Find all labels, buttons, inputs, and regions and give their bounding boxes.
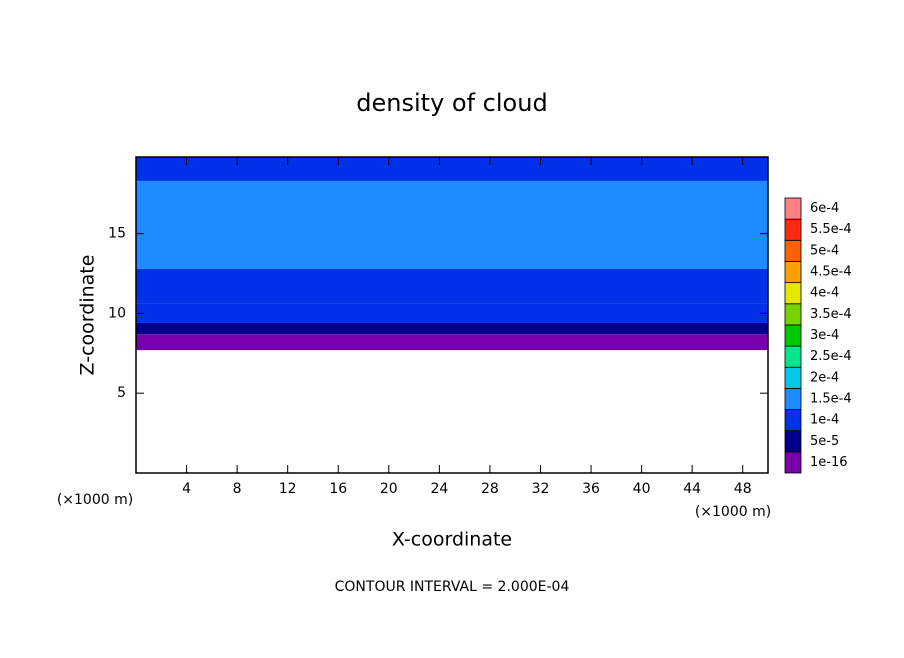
contour-band xyxy=(136,303,768,323)
colorbar-label: 2e-4 xyxy=(810,370,839,385)
colorbar-box xyxy=(784,366,802,389)
y-axis-label: Z-coordinate xyxy=(77,255,99,376)
colorbar-label: 1e-4 xyxy=(810,413,839,428)
colorbar-label: 4.5e-4 xyxy=(810,265,852,280)
x-tick-label: 44 xyxy=(683,481,701,497)
colorbar-label: 4e-4 xyxy=(810,286,839,301)
x-tick-label: 12 xyxy=(279,481,297,497)
x-tick-label: 4 xyxy=(182,481,191,497)
colorbar-box xyxy=(784,261,802,284)
x-tick-label: 32 xyxy=(532,481,550,497)
x-tick-label: 40 xyxy=(633,481,651,497)
colorbar-label: 5e-5 xyxy=(810,434,839,449)
colorbar-box xyxy=(784,409,802,432)
colorbar-box xyxy=(784,324,802,347)
contour-band xyxy=(136,322,768,335)
y-unit: (×1000 m) xyxy=(57,492,133,508)
x-tick-label: 20 xyxy=(380,481,398,497)
x-unit: (×1000 m) xyxy=(695,504,771,520)
x-tick-label: 24 xyxy=(430,481,448,497)
colorbar-label: 5e-4 xyxy=(810,243,839,258)
colorbar-box xyxy=(784,387,802,410)
colorbar-label: 3.5e-4 xyxy=(810,307,852,322)
colorbar-label: 1e-16 xyxy=(810,455,848,470)
colorbar-box xyxy=(784,430,802,453)
contour-band xyxy=(136,334,768,351)
colorbar-box xyxy=(784,282,802,305)
plot-frame xyxy=(135,156,769,474)
contour-band xyxy=(136,157,768,181)
x-tick-label: 16 xyxy=(329,481,347,497)
y-tick-label: 5 xyxy=(117,385,126,401)
colorbar-box xyxy=(784,239,802,262)
colorbar-label: 3e-4 xyxy=(810,328,839,343)
colorbar-box xyxy=(784,197,802,220)
colorbar-box xyxy=(784,451,802,474)
x-tick-label: 36 xyxy=(582,481,600,497)
colorbar-label: 1.5e-4 xyxy=(810,391,852,406)
colorbar-label: 6e-4 xyxy=(810,201,839,216)
contour-band xyxy=(136,268,768,304)
colorbar-box xyxy=(784,345,802,368)
x-tick-label: 48 xyxy=(734,481,752,497)
colorbar-box xyxy=(784,218,802,241)
x-axis-label: X-coordinate xyxy=(392,529,512,551)
colorbar-label: 5.5e-4 xyxy=(810,222,852,237)
footnote: CONTOUR INTERVAL = 2.000E-04 xyxy=(335,579,570,595)
chart-title: density of cloud xyxy=(356,89,547,117)
colorbar-box xyxy=(784,303,802,326)
contour-band xyxy=(136,180,768,269)
y-tick-label: 15 xyxy=(108,226,126,242)
colorbar-label: 2.5e-4 xyxy=(810,349,852,364)
x-tick-label: 28 xyxy=(481,481,499,497)
y-tick-label: 10 xyxy=(108,305,126,321)
x-tick-label: 8 xyxy=(233,481,242,497)
